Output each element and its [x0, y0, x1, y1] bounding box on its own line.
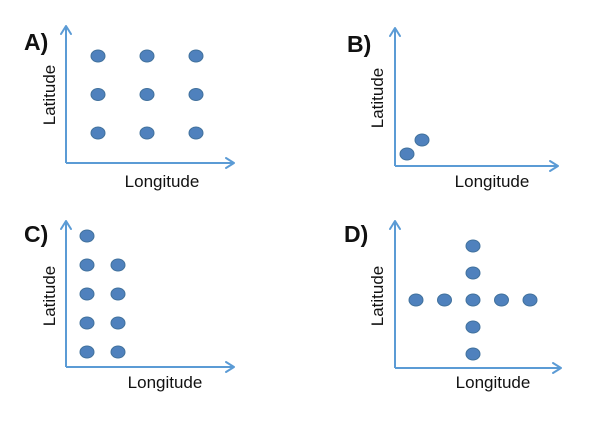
panel-b-point-1: [399, 147, 415, 161]
panel-a-point-3: [188, 49, 204, 63]
panel-d-point-5: [465, 293, 481, 307]
panel-c-point-7: [110, 316, 126, 330]
panel-a-x-arrow-icon: [225, 157, 235, 169]
panel-c-point-2: [79, 258, 95, 272]
panel-b: B) Latitude Longitude: [347, 27, 559, 191]
panel-b-point-2: [414, 133, 430, 147]
panel-c-point-5: [110, 287, 126, 301]
panel-a-point-4: [90, 88, 106, 101]
panel-c-point-4: [79, 287, 95, 301]
panel-c-point-9: [110, 345, 126, 359]
panel-c-x-arrow-icon: [225, 361, 235, 373]
panel-c-y-arrow-icon: [60, 220, 72, 230]
panel-d-letter: D): [344, 221, 368, 247]
panel-c-letter: C): [24, 221, 48, 247]
panel-d-point-1: [465, 239, 481, 253]
panel-a-x-label: Longitude: [125, 172, 200, 191]
panel-c-y-label: Latitude: [40, 266, 59, 327]
panel-b-y-label: Latitude: [368, 68, 387, 129]
panel-a-point-2: [139, 49, 155, 63]
panel-c: C) Latitude Longitude: [24, 220, 235, 392]
panel-d-point-3: [408, 293, 424, 307]
panel-b-letter: B): [347, 31, 371, 57]
panel-a-point-9: [188, 126, 204, 140]
panel-c-point-1: [79, 229, 95, 243]
panel-b-y-arrow-icon: [389, 27, 401, 37]
panel-d-point-8: [465, 320, 481, 334]
panel-c-point-8: [79, 345, 95, 359]
panel-d-point-2: [465, 266, 481, 280]
panel-a-y-arrow-icon: [60, 25, 72, 35]
panel-a-point-1: [90, 49, 106, 63]
panel-d-point-6: [494, 293, 509, 307]
panel-d-point-4: [437, 293, 452, 307]
panel-a: A) Latitude Longitude: [24, 25, 235, 191]
panel-c-point-6: [79, 316, 95, 330]
panel-b-points: [399, 133, 430, 161]
panel-c-point-3: [110, 258, 126, 272]
panel-d-y-arrow-icon: [389, 220, 401, 230]
panel-d: D) Latitude Longitude: [344, 220, 562, 392]
panel-c-points: [79, 229, 126, 359]
panel-a-point-5: [139, 88, 155, 101]
panel-a-y-label: Latitude: [40, 65, 59, 126]
panel-b-x-arrow-icon: [549, 160, 559, 172]
panel-a-letter: A): [24, 29, 48, 55]
panel-a-points: [90, 49, 204, 140]
panel-a-point-6: [188, 88, 204, 101]
panel-d-point-9: [465, 347, 481, 361]
panel-a-point-8: [139, 126, 155, 140]
panel-d-y-label: Latitude: [368, 266, 387, 327]
panel-d-point-7: [522, 293, 538, 307]
panel-a-point-7: [90, 126, 106, 140]
panel-d-x-label: Longitude: [456, 373, 531, 392]
panel-d-x-arrow-icon: [552, 362, 562, 374]
panel-b-x-label: Longitude: [455, 172, 530, 191]
panel-d-points: [408, 239, 538, 361]
panel-c-x-label: Longitude: [128, 373, 203, 392]
